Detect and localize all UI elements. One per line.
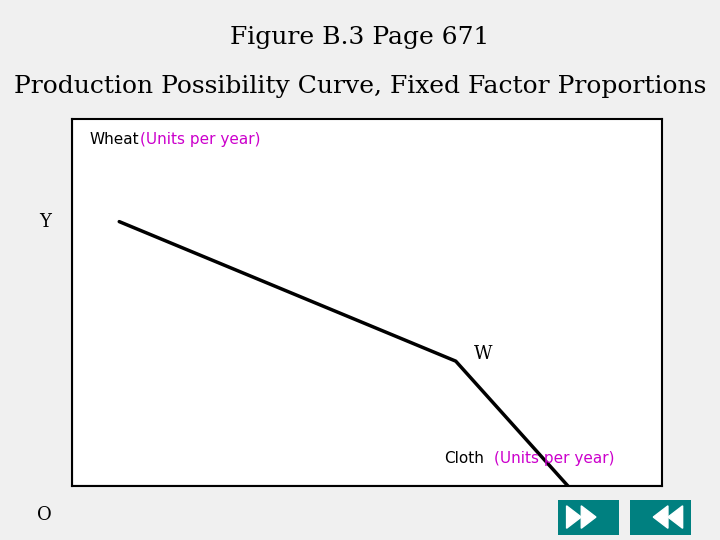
- Text: X: X: [562, 506, 575, 524]
- Text: W: W: [474, 345, 492, 363]
- Text: Y: Y: [40, 213, 51, 231]
- Text: O: O: [37, 506, 51, 524]
- Text: Production Possibility Curve, Fixed Factor Proportions: Production Possibility Curve, Fixed Fact…: [14, 75, 706, 98]
- Text: (Units per year): (Units per year): [494, 451, 615, 466]
- Polygon shape: [653, 506, 668, 528]
- Text: Wheat: Wheat: [90, 132, 140, 147]
- Polygon shape: [581, 506, 596, 528]
- Text: Figure B.3 Page 671: Figure B.3 Page 671: [230, 26, 490, 49]
- Text: (Units per year): (Units per year): [140, 132, 261, 147]
- Polygon shape: [567, 506, 581, 528]
- Text: Cloth: Cloth: [444, 451, 484, 466]
- Polygon shape: [668, 506, 683, 528]
